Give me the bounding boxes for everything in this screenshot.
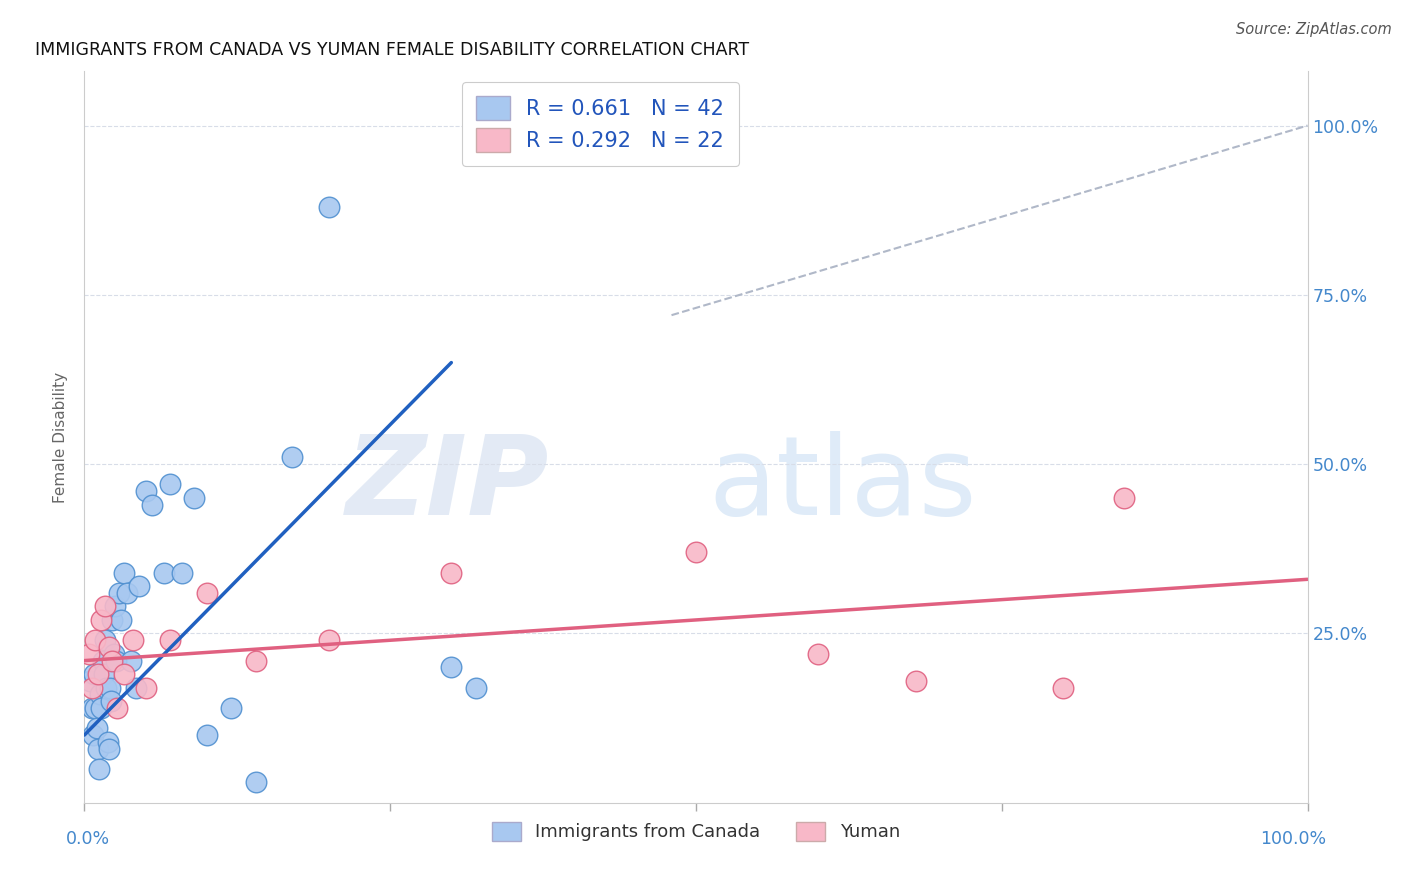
Point: [80, 701, 103, 715]
Point: [101, 654, 124, 668]
Point: [82, 728, 104, 742]
Text: IMMIGRANTS FROM CANADA VS YUMAN FEMALE DISABILITY CORRELATION CHART: IMMIGRANTS FROM CANADA VS YUMAN FEMALE D…: [35, 41, 749, 59]
Point: [183, 491, 205, 505]
Point: [172, 566, 194, 580]
Point: [159, 477, 181, 491]
Point: [135, 484, 157, 499]
Point: [98, 681, 121, 695]
Point: [107, 586, 129, 600]
Point: [97, 735, 120, 749]
Point: [125, 681, 148, 695]
Point: [87, 667, 110, 681]
Point: [104, 599, 127, 614]
Point: [112, 667, 135, 681]
Point: [84, 701, 107, 715]
Text: 100.0%: 100.0%: [1260, 830, 1326, 848]
Point: [464, 681, 486, 695]
Point: [100, 694, 122, 708]
Point: [245, 654, 267, 668]
Point: [103, 647, 125, 661]
Point: [101, 613, 124, 627]
Point: [105, 654, 128, 668]
Text: atlas: atlas: [709, 431, 977, 538]
Point: [245, 775, 267, 789]
Point: [87, 762, 110, 776]
Point: [86, 721, 108, 735]
Text: 0.0%: 0.0%: [66, 830, 110, 848]
Point: [195, 728, 218, 742]
Point: [135, 681, 157, 695]
Point: [93, 667, 115, 681]
Point: [128, 579, 150, 593]
Point: [89, 688, 111, 702]
Text: Source: ZipAtlas.com: Source: ZipAtlas.com: [1236, 22, 1392, 37]
Point: [685, 545, 707, 559]
Point: [195, 586, 218, 600]
Point: [1114, 491, 1136, 505]
Point: [281, 450, 304, 465]
Point: [318, 200, 340, 214]
Point: [97, 741, 120, 756]
Point: [141, 498, 163, 512]
Text: ZIP: ZIP: [346, 431, 550, 538]
Point: [122, 633, 145, 648]
Point: [905, 673, 928, 688]
Point: [79, 673, 101, 688]
Point: [807, 647, 830, 661]
Point: [120, 654, 142, 668]
Point: [318, 633, 340, 648]
Point: [115, 586, 138, 600]
Point: [91, 654, 114, 668]
Point: [105, 701, 128, 715]
Point: [110, 613, 132, 627]
Point: [440, 566, 463, 580]
Point: [97, 640, 120, 654]
Point: [84, 633, 107, 648]
Point: [90, 701, 112, 715]
Point: [77, 647, 100, 661]
Point: [90, 613, 112, 627]
Point: [87, 741, 110, 756]
Point: [83, 667, 105, 681]
Legend: Immigrants from Canada, Yuman: Immigrants from Canada, Yuman: [485, 814, 907, 848]
Point: [96, 681, 118, 695]
Y-axis label: Female Disability: Female Disability: [53, 371, 69, 503]
Point: [153, 566, 176, 580]
Point: [94, 633, 117, 648]
Point: [219, 701, 242, 715]
Point: [80, 681, 103, 695]
Point: [440, 660, 463, 674]
Point: [112, 566, 135, 580]
Point: [94, 599, 117, 614]
Point: [159, 633, 181, 648]
Point: [1052, 681, 1074, 695]
